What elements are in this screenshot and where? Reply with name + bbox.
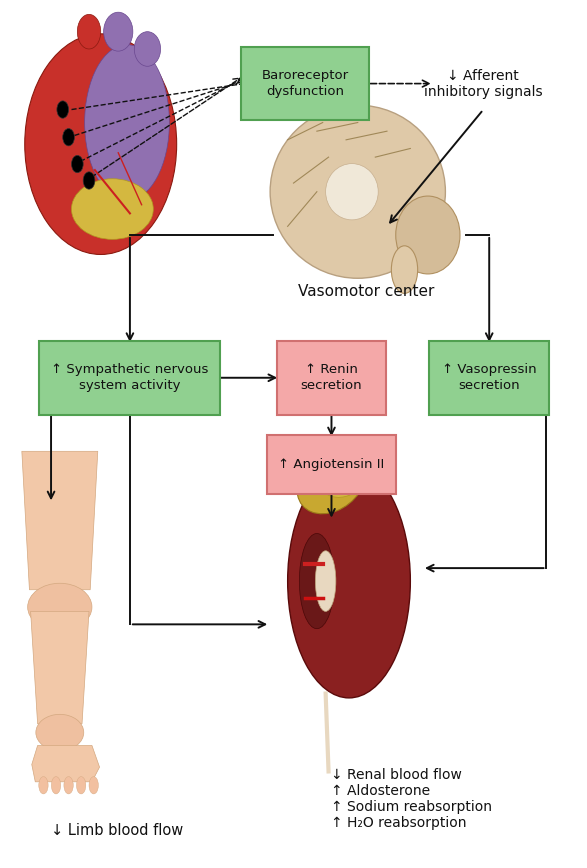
Ellipse shape bbox=[299, 534, 335, 628]
FancyBboxPatch shape bbox=[278, 341, 386, 415]
Ellipse shape bbox=[326, 164, 378, 220]
Ellipse shape bbox=[134, 31, 161, 66]
Text: Baroreceptor
dysfunction: Baroreceptor dysfunction bbox=[262, 69, 349, 98]
Text: ↓ Limb blood flow: ↓ Limb blood flow bbox=[51, 823, 183, 838]
Ellipse shape bbox=[25, 34, 177, 254]
Ellipse shape bbox=[36, 714, 84, 751]
Circle shape bbox=[83, 172, 95, 189]
Ellipse shape bbox=[270, 105, 446, 279]
Text: ↑ Sympathetic nervous
system activity: ↑ Sympathetic nervous system activity bbox=[51, 364, 208, 392]
Polygon shape bbox=[32, 746, 100, 782]
Ellipse shape bbox=[104, 12, 133, 51]
Text: ↓ Afferent
inhibitory signals: ↓ Afferent inhibitory signals bbox=[424, 69, 543, 99]
FancyBboxPatch shape bbox=[241, 47, 369, 121]
Ellipse shape bbox=[64, 777, 73, 794]
Text: ↑ Angiotensin II: ↑ Angiotensin II bbox=[278, 457, 384, 470]
Circle shape bbox=[72, 155, 83, 173]
Circle shape bbox=[63, 128, 75, 146]
Text: ↑ Renin
secretion: ↑ Renin secretion bbox=[301, 364, 362, 392]
Ellipse shape bbox=[317, 449, 369, 497]
Ellipse shape bbox=[28, 583, 92, 631]
Ellipse shape bbox=[89, 777, 99, 794]
FancyBboxPatch shape bbox=[39, 341, 221, 415]
Circle shape bbox=[57, 101, 69, 118]
Ellipse shape bbox=[77, 15, 101, 49]
Ellipse shape bbox=[288, 464, 410, 698]
Ellipse shape bbox=[76, 777, 86, 794]
Ellipse shape bbox=[39, 777, 48, 794]
Polygon shape bbox=[31, 611, 89, 724]
Ellipse shape bbox=[85, 44, 170, 201]
Text: Vasomotor center: Vasomotor center bbox=[298, 284, 435, 299]
Ellipse shape bbox=[72, 179, 153, 240]
Ellipse shape bbox=[315, 551, 336, 611]
Ellipse shape bbox=[297, 450, 366, 514]
Text: ↑ Vasopressin
secretion: ↑ Vasopressin secretion bbox=[442, 364, 537, 392]
Ellipse shape bbox=[51, 777, 60, 794]
Ellipse shape bbox=[392, 246, 417, 293]
FancyBboxPatch shape bbox=[429, 341, 549, 415]
FancyBboxPatch shape bbox=[267, 435, 396, 494]
Polygon shape bbox=[22, 451, 98, 589]
Ellipse shape bbox=[396, 196, 460, 274]
Text: ↓ Renal blood flow
↑ Aldosterone
↑ Sodium reabsorption
↑ H₂O reabsorption: ↓ Renal blood flow ↑ Aldosterone ↑ Sodiu… bbox=[332, 768, 492, 831]
